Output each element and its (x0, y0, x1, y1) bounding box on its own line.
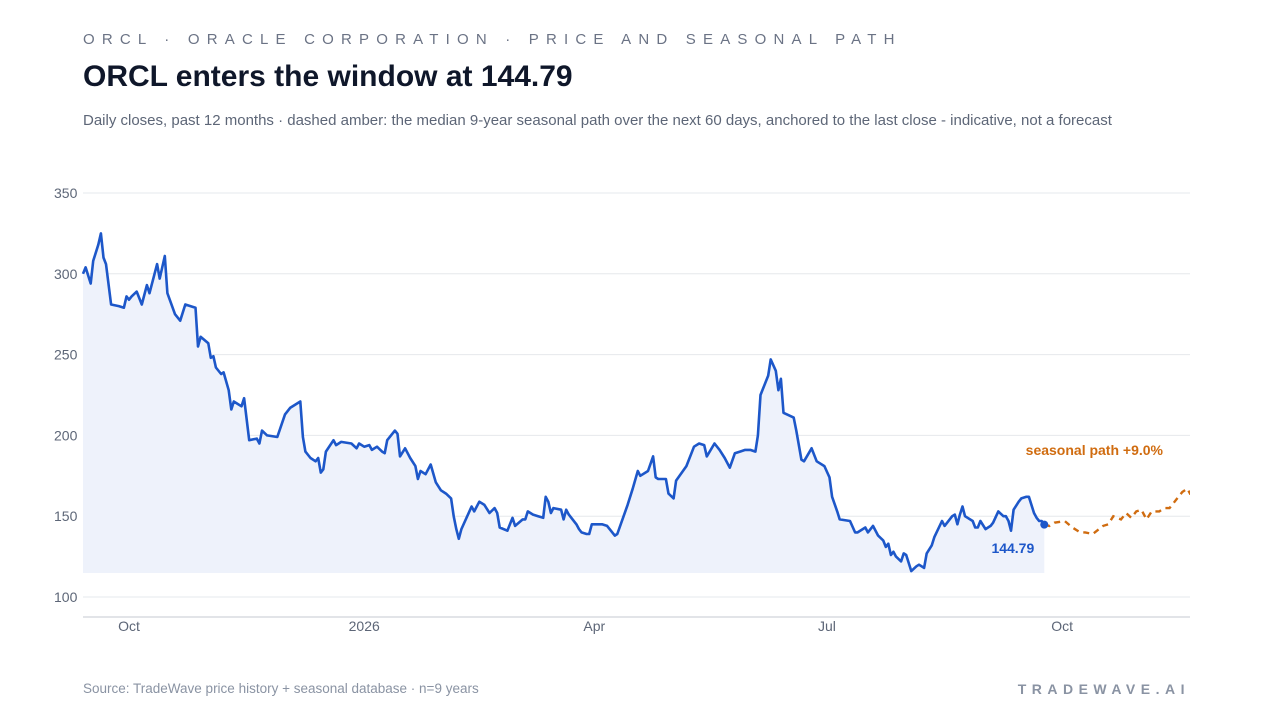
brand-logo: TRADEWAVE.AI (1017, 681, 1190, 697)
y-tick-label: 150 (54, 508, 78, 524)
y-tick-label: 100 (54, 589, 78, 605)
seasonal-path-label: seasonal path +9.0% (1026, 442, 1164, 458)
series-lines (81, 232, 1190, 573)
price-area-fill (83, 233, 1045, 573)
chart-kicker: ORCL · ORACLE CORPORATION · PRICE AND SE… (83, 31, 902, 48)
price-line (81, 232, 1046, 573)
y-tick-label: 300 (54, 266, 78, 282)
last-close-label: 144.79 (991, 540, 1034, 556)
source-note: Source: TradeWave price history + season… (83, 681, 479, 696)
seasonal-path-line (1044, 486, 1190, 536)
chart-subtitle: Daily closes, past 12 months · dashed am… (83, 112, 1112, 129)
x-tick-label: Apr (583, 618, 605, 634)
y-tick-label: 250 (54, 347, 78, 363)
last-close-marker (1040, 520, 1049, 529)
y-tick-label: 200 (54, 427, 78, 443)
axes: 100 150 200 250 300 350 Oct 2026 Apr Jul Oct (54, 185, 1190, 634)
annotations: 144.79 seasonal path +9.0% (991, 442, 1163, 556)
x-tick-label: Oct (1051, 618, 1073, 634)
x-tick-label: Oct (118, 618, 140, 634)
x-tick-label: Jul (818, 618, 836, 634)
x-tick-label: 2026 (349, 618, 380, 634)
chart-title: ORCL enters the window at 144.79 (83, 60, 573, 93)
y-tick-label: 350 (54, 185, 78, 201)
price-area (83, 233, 1045, 573)
